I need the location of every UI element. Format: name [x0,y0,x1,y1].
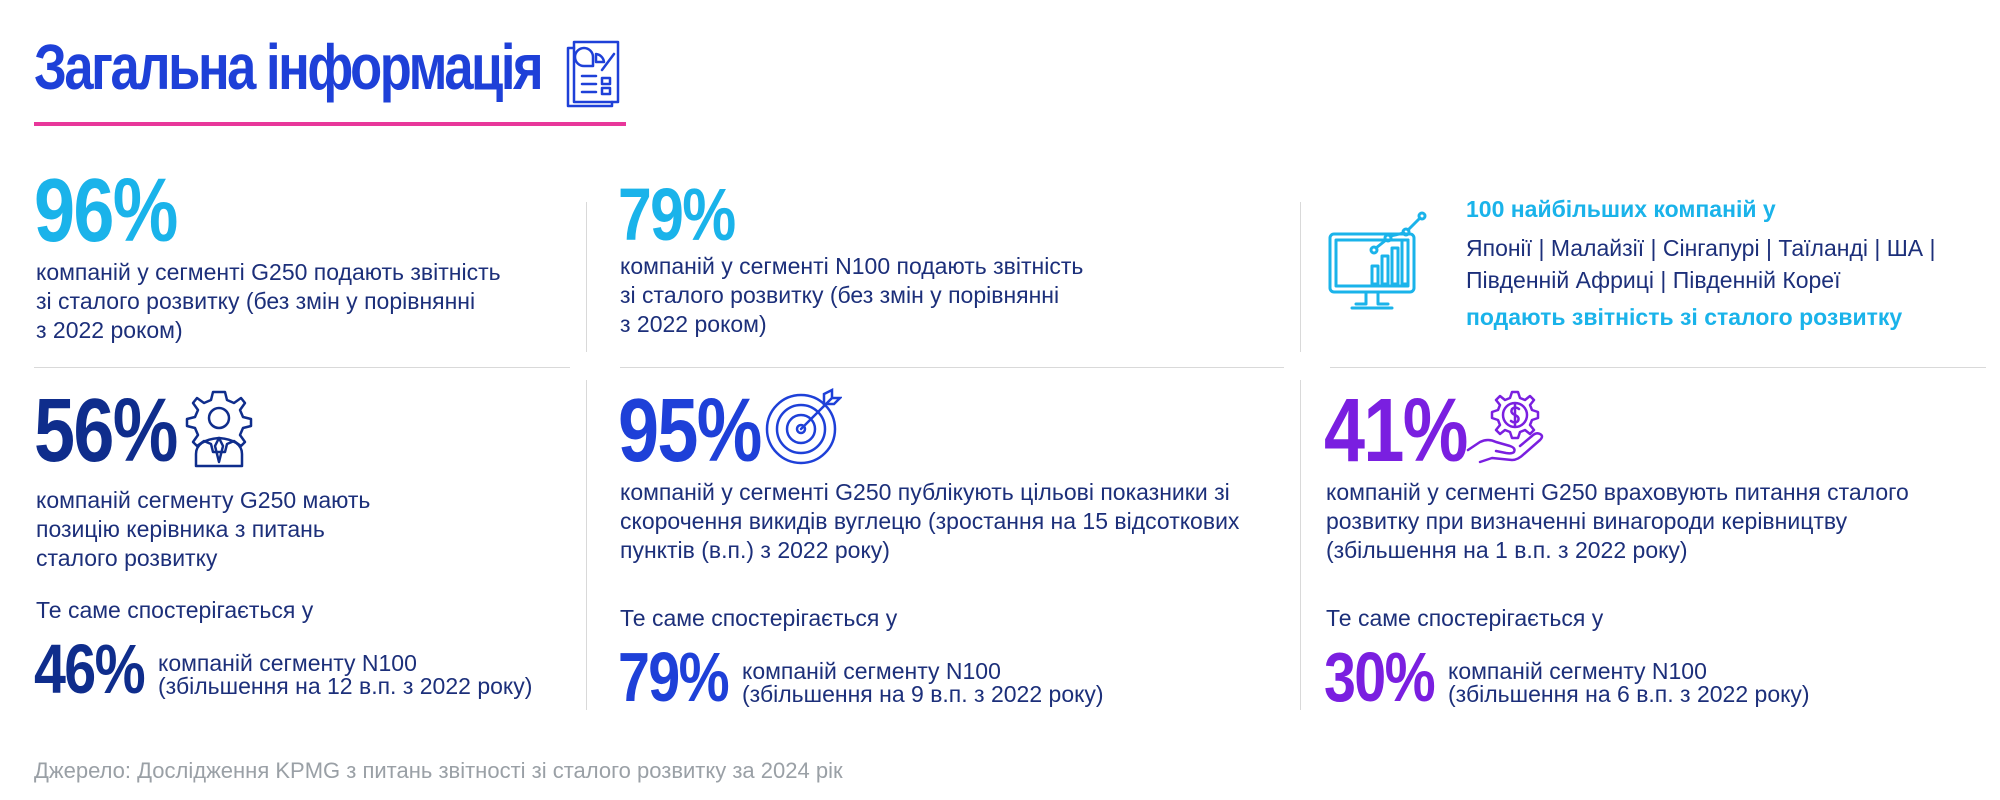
stat-value: 41% [1324,381,1468,481]
stat-description: компаній у сегменті N100 подають звітніс… [620,253,1084,337]
source-note: Джерело: Дослідження KPMG з питань звітн… [34,758,843,783]
divider [1330,367,1986,368]
divider [1300,380,1301,710]
stat-value: 79% [618,173,736,256]
divider [34,367,570,368]
stat-value: 96% [34,161,178,261]
sub-stat-description: компаній сегменту N100 (збільшення на 6 … [1448,658,1810,707]
sub-stat-value: 30% [1324,638,1436,716]
hand-money-icon [1466,388,1546,466]
country-list: Японії | Малайзії | Сінгапурі | Таїланді… [1466,235,1936,293]
monitor-chart-icon [1326,210,1432,316]
divider [1300,202,1301,352]
target-icon [764,388,842,466]
block-tail: подають звітність зі сталого розвитку [1466,304,1903,330]
sub-stat-description: компаній сегменту N100 (збільшення на 12… [158,650,533,699]
divider [586,380,587,710]
report-icon [562,36,628,108]
page-title: Загальна інформація [34,31,544,103]
sub-stat-value: 46% [34,630,146,708]
same-note: Те саме спостерігається у [1326,605,1604,631]
stat-description: компаній у сегменті G250 враховують пита… [1326,479,1909,563]
gear-person-icon [184,388,254,468]
stat-value: 95% [618,381,762,481]
same-note: Те саме спостерігається у [620,605,898,631]
stat-description: компаній у сегменті G250 подають звітніс… [36,259,501,343]
same-note: Те саме спостерігається у [36,597,314,623]
sub-stat-value: 79% [618,638,730,716]
title-underline [34,122,626,126]
sub-stat-description: компаній сегменту N100 (збільшення на 9 … [742,658,1104,707]
stat-value: 56% [34,381,178,481]
block-lead: 100 найбільших компаній у [1466,196,1776,222]
divider [620,367,1284,368]
divider [586,202,587,352]
stat-description: компаній у сегменті G250 публікують ціль… [620,479,1240,563]
stat-description: компаній сегменту G250 мають позицію кер… [36,487,371,571]
